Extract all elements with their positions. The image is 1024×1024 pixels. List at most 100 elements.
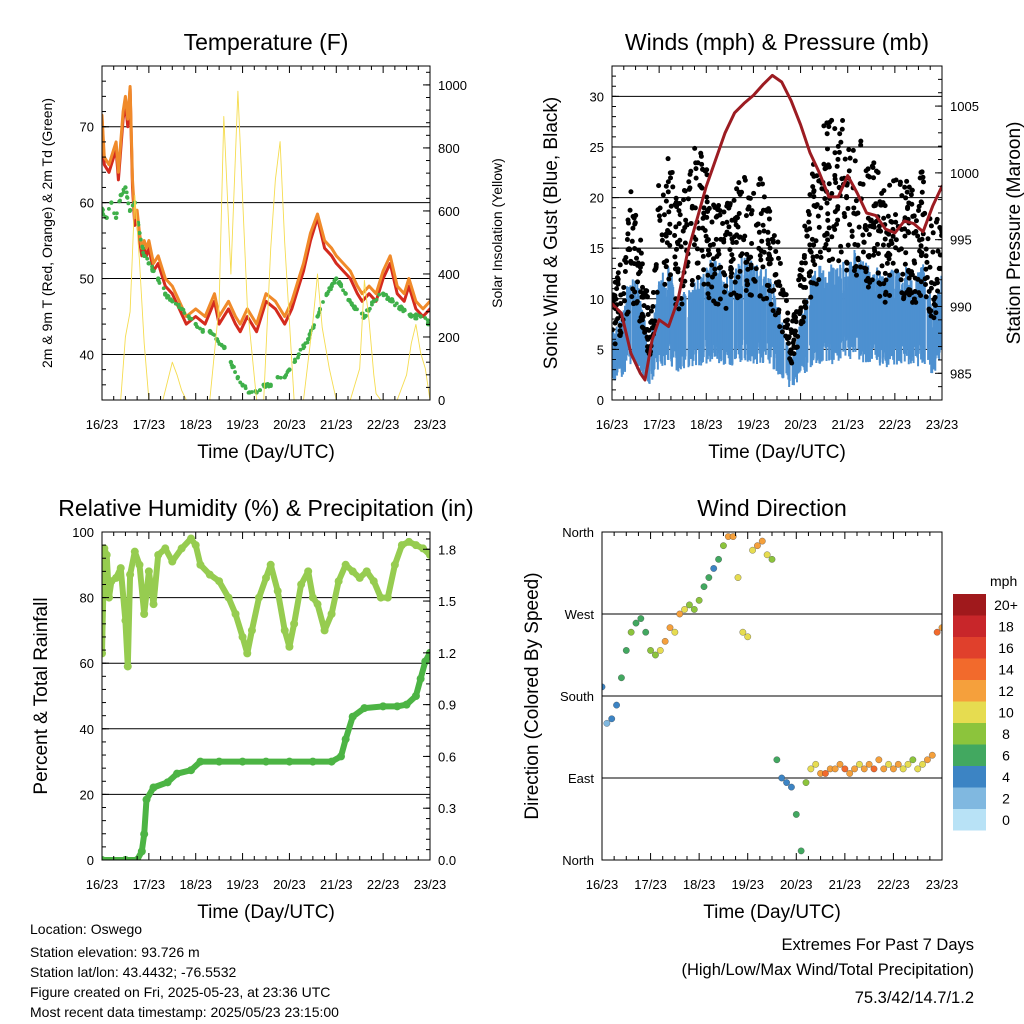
gust-point xyxy=(700,253,706,259)
gust-point xyxy=(910,213,916,219)
series-point xyxy=(390,560,399,569)
series-point xyxy=(266,560,275,569)
x-tick-label: 23/23 xyxy=(414,417,447,432)
gust-point xyxy=(899,290,905,296)
x-axis-label: Time (Day/UTC) xyxy=(703,902,841,923)
gust-point xyxy=(867,279,873,285)
series-point xyxy=(149,783,158,792)
chart-winds: 16/23 17/23 18/23 19/23 20/23 21/23 22/23 23/23… xyxy=(541,29,1024,463)
series-point xyxy=(308,757,317,766)
y-tick-label: 80 xyxy=(80,591,94,606)
gust-point xyxy=(775,239,781,245)
dewpoint-point xyxy=(125,195,130,200)
gust-point xyxy=(923,253,929,259)
direction-point xyxy=(914,765,922,773)
gust-point xyxy=(898,277,904,283)
gust-point xyxy=(811,189,817,195)
gust-point xyxy=(786,334,792,340)
gust-point xyxy=(720,221,726,227)
gust-point xyxy=(875,228,881,234)
gust-point xyxy=(742,177,748,183)
series-point xyxy=(140,610,149,618)
gust-point xyxy=(923,281,929,287)
dewpoint-point xyxy=(176,302,181,307)
y2-tick-label: 995 xyxy=(950,233,972,248)
gust-point xyxy=(645,311,651,317)
dewpoint-point xyxy=(124,190,129,195)
gust-point xyxy=(638,250,644,256)
gust-point xyxy=(673,195,679,201)
direction-point xyxy=(778,774,786,782)
series-point xyxy=(205,570,214,579)
y-tick-label: 60 xyxy=(80,656,94,671)
x-tick-label: 18/23 xyxy=(690,417,723,432)
gust-point xyxy=(764,282,770,288)
gust-point xyxy=(715,247,721,253)
series-point xyxy=(341,735,350,744)
dewpoint-point xyxy=(228,359,234,365)
gust-point xyxy=(675,241,681,247)
gust-point xyxy=(628,189,634,195)
gust-point xyxy=(917,248,923,254)
gust-point xyxy=(882,236,888,242)
gust-point xyxy=(937,252,942,258)
series-solar-insolation xyxy=(102,90,430,400)
gust-point xyxy=(808,294,814,300)
gust-point xyxy=(902,233,908,239)
gust-point xyxy=(756,181,762,187)
gust-point xyxy=(925,236,931,242)
series-point xyxy=(238,632,247,641)
series-point xyxy=(172,769,181,778)
gust-point xyxy=(727,231,733,237)
gust-point xyxy=(879,190,885,196)
gust-point xyxy=(665,179,671,185)
direction-point xyxy=(681,606,688,613)
gust-point xyxy=(807,242,813,248)
gust-point xyxy=(886,256,892,262)
gust-point xyxy=(637,264,643,270)
dewpoint-point xyxy=(385,297,390,301)
series-point xyxy=(177,544,186,553)
series-point xyxy=(196,757,205,766)
gust-point xyxy=(825,211,831,217)
dewpoint-point xyxy=(141,246,145,251)
gust-point xyxy=(847,222,853,228)
gust-point xyxy=(916,203,922,209)
x-tick-label: 19/23 xyxy=(731,877,764,892)
gust-point xyxy=(777,324,783,330)
gust-point xyxy=(625,247,631,253)
x-tick-label: 20/23 xyxy=(273,417,306,432)
y-tick-label: 40 xyxy=(80,722,94,737)
colorbar-label: 14 xyxy=(998,662,1014,678)
chart-title: Temperature (F) xyxy=(184,29,349,55)
chart-humidity: 16/23 17/23 18/23 19/23 20/23 21/23 22/23 23/23… xyxy=(31,495,474,923)
gust-point xyxy=(640,314,646,320)
y2-tick-label: 400 xyxy=(438,267,460,282)
direction-point xyxy=(875,756,883,764)
gust-point xyxy=(676,306,682,312)
y2-tick-label: 1.5 xyxy=(438,594,456,609)
gust-point xyxy=(673,224,679,230)
gust-point xyxy=(738,253,744,259)
gust-point xyxy=(701,205,707,211)
gust-point xyxy=(902,226,908,232)
direction-point xyxy=(700,583,708,591)
direction-point xyxy=(656,647,664,654)
dewpoint-point xyxy=(293,357,297,362)
gust-point xyxy=(867,223,873,229)
plot-area xyxy=(102,85,430,400)
gust-point xyxy=(775,255,781,261)
series-point xyxy=(341,560,350,569)
gust-point xyxy=(810,254,816,260)
gust-point xyxy=(680,228,686,234)
gust-point xyxy=(924,259,930,265)
gust-point xyxy=(845,205,851,211)
gust-point xyxy=(761,249,767,255)
dewpoint-point xyxy=(352,306,356,310)
gust-point xyxy=(918,293,924,299)
gust-point xyxy=(822,196,828,202)
gust-point xyxy=(705,252,711,258)
gust-point xyxy=(743,213,749,219)
series-point xyxy=(362,567,371,576)
gust-point xyxy=(863,227,869,233)
